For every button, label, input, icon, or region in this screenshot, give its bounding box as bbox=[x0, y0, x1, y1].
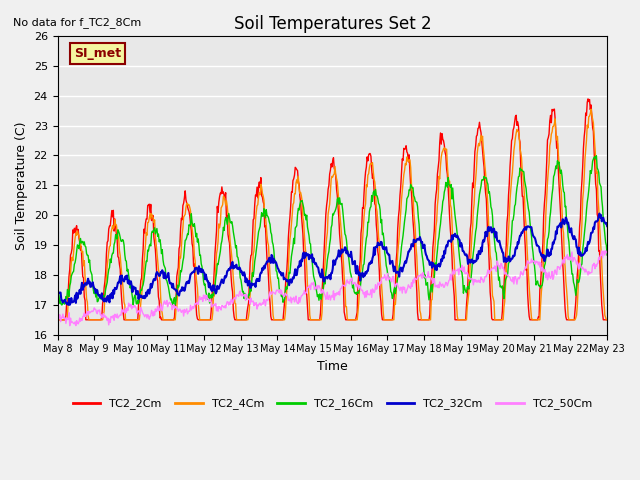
Y-axis label: Soil Temperature (C): Soil Temperature (C) bbox=[15, 121, 28, 250]
Title: Soil Temperatures Set 2: Soil Temperatures Set 2 bbox=[234, 15, 431, 33]
Legend: TC2_2Cm, TC2_4Cm, TC2_16Cm, TC2_32Cm, TC2_50Cm: TC2_2Cm, TC2_4Cm, TC2_16Cm, TC2_32Cm, TC… bbox=[68, 394, 596, 414]
Text: SI_met: SI_met bbox=[74, 47, 121, 60]
Text: No data for f_TC2_8Cm: No data for f_TC2_8Cm bbox=[13, 17, 141, 28]
X-axis label: Time: Time bbox=[317, 360, 348, 373]
